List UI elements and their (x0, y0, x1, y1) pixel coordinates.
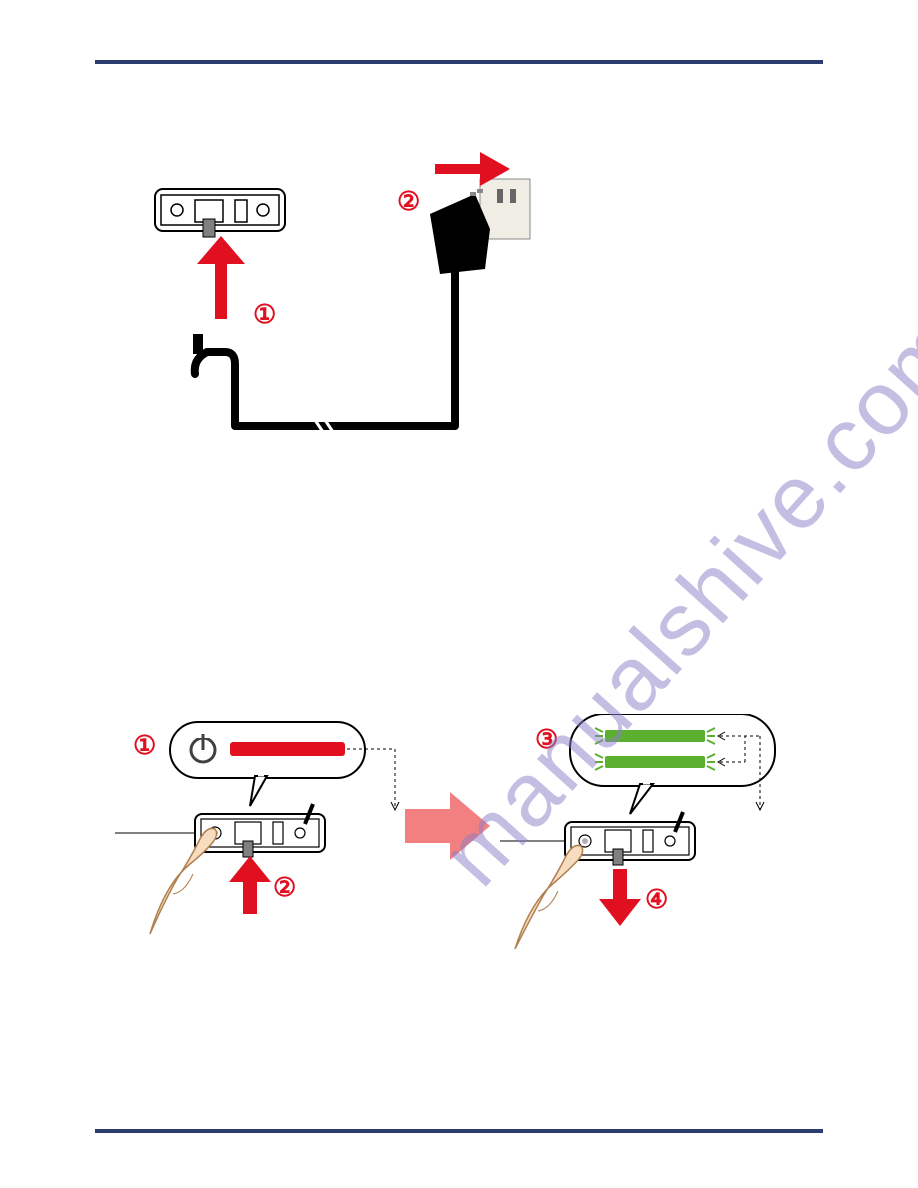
step-label-4: ④ (645, 884, 668, 915)
step-label-1b: ① (133, 730, 156, 761)
bottom-rule (95, 1129, 823, 1133)
hand-right-icon (515, 845, 583, 949)
cable-icon (193, 269, 455, 432)
callout-left-icon (170, 722, 399, 810)
top-rule (95, 60, 823, 64)
hand-left-icon (150, 828, 217, 934)
callout-right-icon (570, 714, 775, 814)
step-label-1: ① (253, 299, 276, 330)
arrow-up-icon (197, 236, 245, 319)
diagram-power-button: ① ② ③ ④ (95, 714, 825, 994)
step-label-3: ③ (535, 724, 558, 755)
device-rear-icon (155, 189, 285, 237)
arrow-right-big-icon (405, 792, 490, 860)
arrow-down-icon (599, 869, 641, 926)
device-right-icon (500, 812, 695, 865)
step-label-2b: ② (273, 872, 296, 903)
wall-adapter-icon (430, 179, 530, 274)
diagram-power-connection: ① ② (135, 134, 555, 454)
arrow-up-2-icon (229, 856, 271, 914)
device-left-icon (115, 804, 325, 857)
step-label-2: ② (397, 186, 420, 217)
